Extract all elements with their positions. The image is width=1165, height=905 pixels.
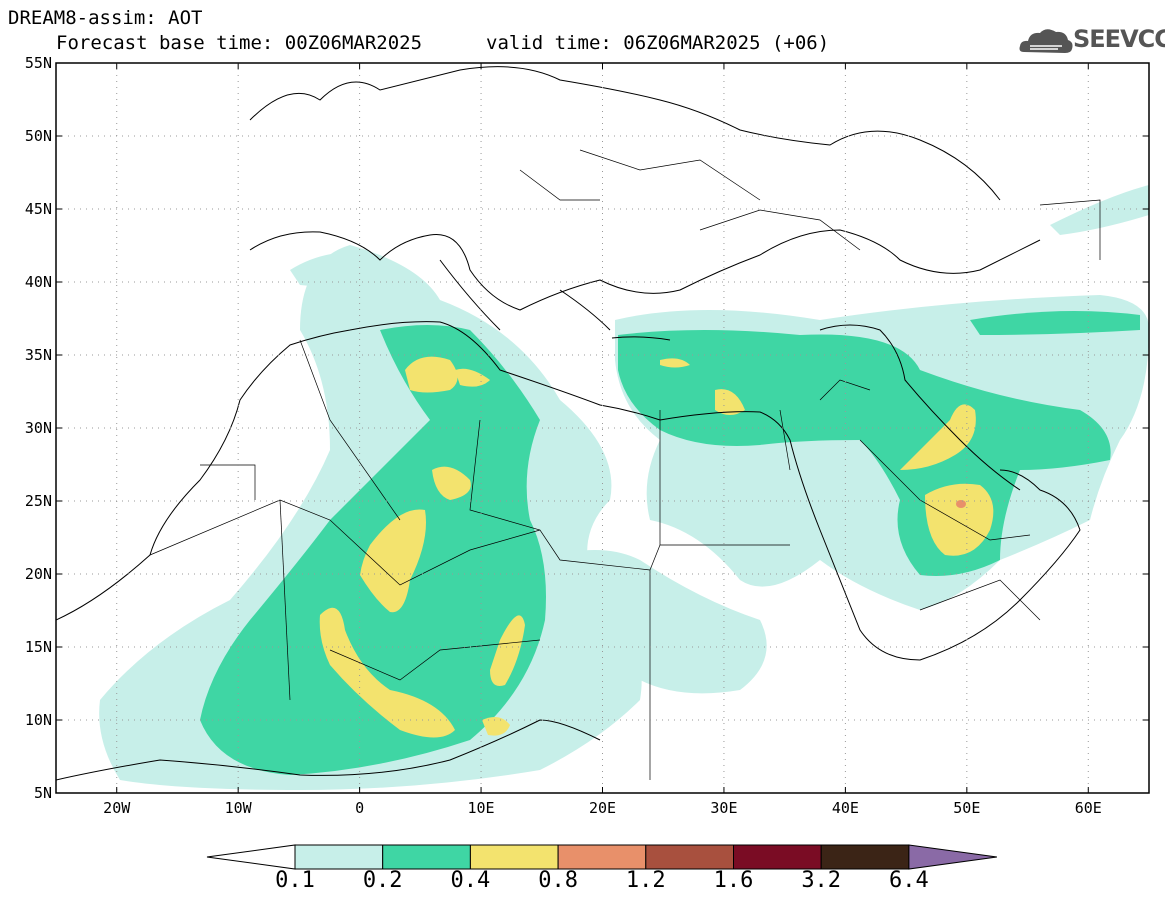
colorbar-label: 1.6 bbox=[713, 868, 754, 893]
axis-ticks: 55N 50N 45N 40N 35N 30N 25N 20N 15N 10N 5N 20W 10W 0 1… bbox=[25, 54, 1149, 817]
lon-tick-label: 10W bbox=[225, 799, 253, 817]
lat-tick-label: 25N bbox=[25, 492, 52, 510]
lon-tick-label: 40E bbox=[832, 799, 859, 817]
lat-tick-label: 30N bbox=[25, 419, 52, 437]
colorbar-high-arrow bbox=[908, 844, 997, 870]
lat-tick-label: 5N bbox=[34, 784, 52, 802]
lat-tick-label: 55N bbox=[25, 54, 52, 72]
colorbar-box bbox=[382, 844, 471, 870]
colorbar-box bbox=[733, 844, 822, 870]
cloud-icon bbox=[1019, 29, 1073, 53]
colorbar-low-arrow bbox=[206, 844, 296, 870]
colorbar-label: 0.1 bbox=[275, 868, 315, 893]
lat-tick-label: 50N bbox=[25, 127, 52, 145]
colorbar-label: 0.4 bbox=[450, 868, 491, 893]
colorbar-box bbox=[820, 844, 910, 870]
lat-tick-label: 20N bbox=[25, 565, 52, 583]
lon-tick-label: 10E bbox=[468, 799, 495, 817]
colorbar-label: 1.2 bbox=[625, 868, 666, 893]
colorbar-label: 3.2 bbox=[801, 868, 842, 893]
colorbar-box bbox=[294, 844, 384, 870]
aot-band-0.4 bbox=[319, 356, 994, 738]
colorbar-box bbox=[469, 844, 559, 870]
lat-tick-label: 15N bbox=[25, 638, 52, 656]
forecast-base-time: Forecast base time: 00Z06MAR2025 bbox=[56, 32, 423, 54]
logo-text: SEEVCCC bbox=[1073, 25, 1165, 53]
colorbar-label: 0.8 bbox=[538, 868, 578, 893]
colorbar bbox=[206, 844, 997, 870]
valid-time: valid time: 06Z06MAR2025 (+06) bbox=[486, 32, 830, 54]
graticule bbox=[56, 63, 1149, 793]
map-title: DREAM8-assim: AOT bbox=[8, 7, 203, 29]
lon-tick-label: 30E bbox=[710, 799, 737, 817]
lon-tick-label: 20W bbox=[103, 799, 131, 817]
lat-tick-label: 10N bbox=[25, 711, 52, 729]
lon-tick-label: 60E bbox=[1075, 799, 1102, 817]
colorbar-box bbox=[557, 844, 647, 870]
lat-tick-label: 40N bbox=[25, 273, 52, 291]
colorbar-box bbox=[645, 844, 734, 870]
lon-tick-label: 20E bbox=[589, 799, 616, 817]
colorbar-label: 6.4 bbox=[889, 868, 929, 893]
aot-band-0.8 bbox=[956, 500, 966, 508]
lat-tick-label: 45N bbox=[25, 200, 52, 218]
colorbar-label: 0.2 bbox=[362, 868, 403, 893]
aot-fields bbox=[56, 66, 1149, 790]
lat-tick-label: 35N bbox=[25, 346, 52, 364]
lon-tick-label: 50E bbox=[953, 799, 980, 817]
lon-tick-label: 0 bbox=[355, 799, 364, 817]
borders bbox=[149, 149, 1101, 780]
